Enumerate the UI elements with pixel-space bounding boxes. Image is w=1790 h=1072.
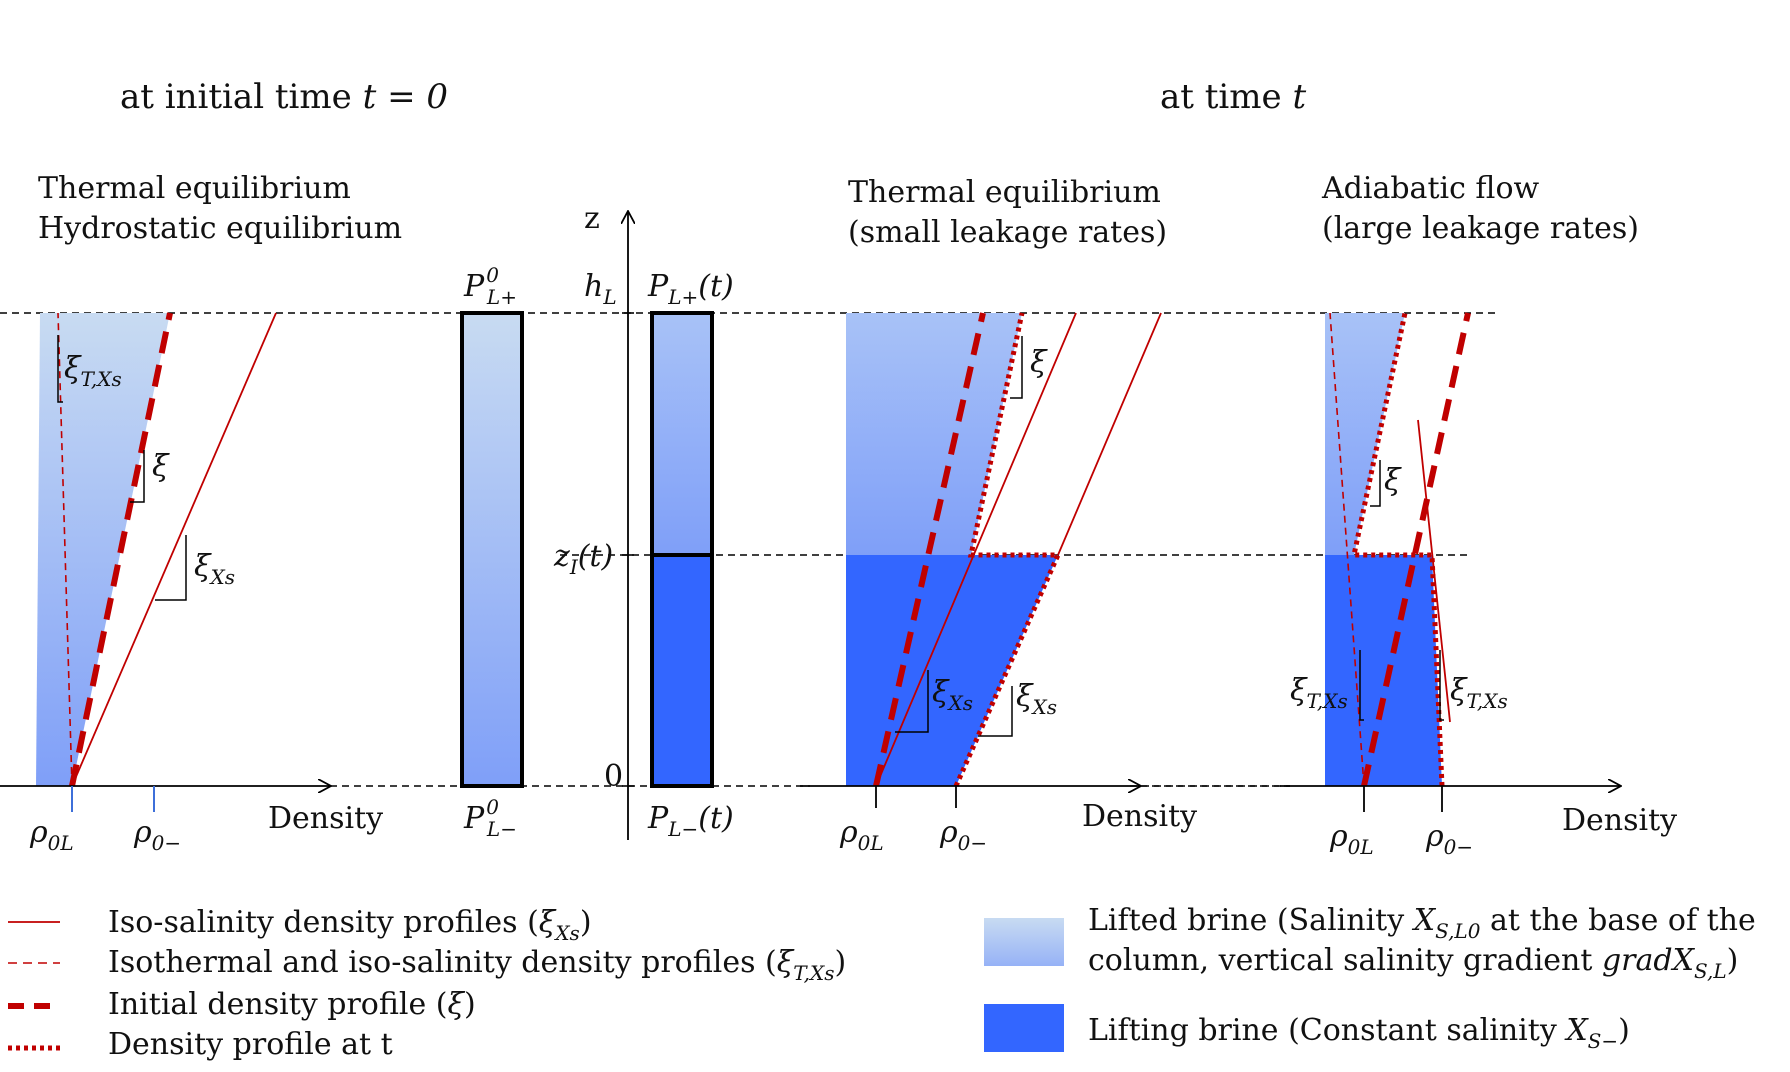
legend: Iso-salinity density profiles (ξXs) Isot…	[8, 903, 1756, 1062]
rho0L-label-1: ρ0L	[29, 815, 74, 855]
slope-triangle-xs-3a	[895, 670, 929, 733]
zi-label: zI(t)	[553, 539, 613, 579]
density-label-4: Density	[1562, 803, 1677, 838]
rho0m-label-1: ρ0−	[133, 815, 181, 855]
slope-triangle-xs-3b	[978, 686, 1013, 737]
caption-right-line1: Adiabatic flow	[1321, 171, 1539, 206]
initial-density-profile-4	[1361, 312, 1471, 787]
caption-middle-line1: Thermal equilibrium	[848, 175, 1161, 210]
rho0m-label-4: ρ0−	[1425, 819, 1473, 859]
zero-label: 0	[604, 759, 623, 794]
header-initial: at initial time t = 0	[120, 77, 448, 117]
slope-label-xi-3: ξ	[1030, 345, 1048, 380]
slope-label-xs-3b: ξXs	[1016, 679, 1057, 719]
panel-initial: ξT,Xs ξ ξXs ρ0L ρ0− Density	[0, 312, 383, 855]
legend-lifted-line2: column, vertical salinity gradient gradX…	[1088, 943, 1738, 983]
profile-at-t-4	[1350, 312, 1445, 787]
pt-bot-label: PL−(t)	[647, 801, 734, 841]
legend-thin-dash-text: Isothermal and iso-salinity density prof…	[108, 945, 846, 985]
p0-bot-label: P 0 L−	[463, 795, 517, 841]
legend-lifting-swatch	[984, 1004, 1064, 1052]
slope-triangle-xi-1	[130, 450, 145, 503]
lifted-brine-area	[36, 313, 170, 786]
rho0L-label-3: ρ0L	[839, 815, 884, 855]
slope-triangle-txs-1	[57, 335, 63, 403]
slope-label-xs-1: ξXs	[194, 549, 235, 589]
isothermal-profile-line	[57, 312, 73, 787]
legend-lifting-text: Lifting brine (Constant salinity XS−)	[1088, 1013, 1630, 1053]
iso-salinity-line-4	[1417, 419, 1451, 723]
caption-middle-line2: (small leakage rates)	[848, 215, 1167, 250]
iso-salinity-line-a-3	[875, 312, 1077, 787]
slope-triangle-xs-1	[155, 535, 187, 601]
slope-triangle-xi-3	[1010, 336, 1023, 399]
rho0m-label-3: ρ0−	[939, 815, 987, 855]
z-axis-group: z hL zI(t) 0	[553, 201, 634, 840]
lifted-brine-area-3	[846, 313, 1022, 555]
panel-thermal: ξ ξXs ξXs ρ0L ρ0− Density	[800, 312, 1290, 855]
iso-salinity-line-b-3	[1057, 312, 1162, 556]
initial-density-profile	[69, 312, 173, 787]
column-t-lower	[650, 553, 714, 788]
profile-at-t-3	[953, 312, 1062, 788]
panel-adiabatic: ξ ξT,Xs ξT,Xs ρ0L ρ0− Density	[1280, 312, 1677, 859]
slope-triangle-txs-4b	[1439, 650, 1444, 721]
column-t-upper	[650, 311, 714, 557]
slope-label-txs-4b: ξT,Xs	[1450, 673, 1508, 713]
slope-label-xs-3a: ξXs	[932, 675, 973, 715]
initial-density-profile-3	[873, 312, 986, 787]
legend-solid-text: Iso-salinity density profiles (ξXs)	[108, 905, 592, 945]
p0-top-label: P 0 L+	[463, 263, 517, 309]
z-label: z	[584, 201, 600, 236]
lifted-brine-area-4	[1325, 313, 1405, 555]
column-initial	[460, 311, 524, 788]
legend-lifted-swatch	[984, 918, 1064, 966]
lifting-brine-area-3	[846, 555, 1058, 786]
slope-label-xi-4: ξ	[1384, 463, 1402, 498]
density-label-1: Density	[268, 801, 383, 836]
slope-label-xi-1: ξ	[152, 449, 170, 484]
slope-triangle-xi-4	[1370, 460, 1381, 507]
slope-label-txs-1: ξT,Xs	[64, 351, 122, 391]
caption-right-line2: (large leakage rates)	[1322, 211, 1639, 246]
legend-lifted-line1: Lifted brine (Salinity XS,L0 at the base…	[1088, 903, 1756, 943]
slope-label-txs-4a: ξT,Xs	[1290, 673, 1348, 713]
caption-left-line2: Hydrostatic equilibrium	[38, 211, 402, 246]
legend-thick-dash-text: Initial density profile (ξ)	[108, 987, 476, 1022]
legend-dotted-text: Density profile at t	[108, 1027, 393, 1062]
h-label: hL	[584, 269, 617, 309]
rho0L-label-4: ρ0L	[1329, 819, 1374, 859]
density-label-3: Density	[1082, 799, 1197, 834]
pt-top-label: PL+(t)	[647, 269, 734, 309]
header-at-time: at time t	[1160, 77, 1306, 117]
pressure-columns: P 0 L+ P 0 L− PL+(t) PL−(t)	[460, 263, 734, 841]
slope-triangle-txs-4a	[1359, 650, 1364, 721]
lifting-brine-area-4	[1325, 555, 1442, 786]
caption-left-line1: Thermal equilibrium	[38, 171, 351, 206]
iso-salinity-profile	[71, 312, 277, 787]
